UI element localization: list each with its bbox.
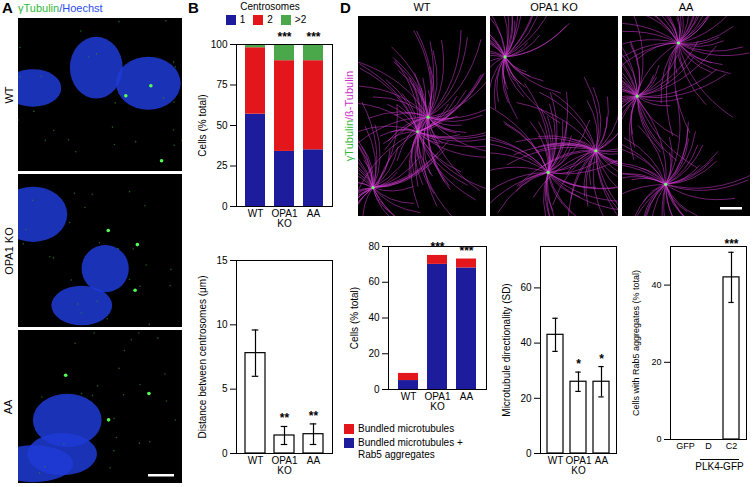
svg-text:AA: AA [307,455,321,466]
html-text:D: D [340,0,351,16]
html-text:A γTubulin /Hoechst: A γTubulin /Hoechst [2,0,103,16]
html-text:>2: >2 [294,14,307,25]
svg-text:20: 20 [368,348,380,359]
svg-text:Cells (% total): Cells (% total) [349,287,360,349]
html-text:γTubulin: γTubulin [343,120,355,162]
html-text:AA: AA [2,399,15,414]
html-text:1: 1 [239,14,246,25]
svg-text:WT: WT [401,391,417,402]
svg-text:***: *** [430,240,444,254]
html-text:WT: WT [2,85,15,104]
svg-text:0: 0 [656,434,661,444]
svg-text:40: 40 [520,337,532,348]
svg-text:0: 0 [222,448,228,459]
svg-text:AA: AA [460,391,474,402]
svg-text:*: * [599,352,604,366]
html-text:C: C [188,239,199,256]
svg-text:C2: C2 [726,441,738,451]
svg-text:20: 20 [651,357,661,367]
svg-text:GFP: GFP [676,441,695,451]
svg-text:OPA1KO: OPA1KO [566,455,592,476]
svg-text:0: 0 [222,201,228,212]
html-text:E: E [340,225,350,242]
svg-text:OPA1KO: OPA1KO [425,391,451,412]
html-text:/ß-Tubulin: /ß-Tubulin [343,70,355,120]
html-text:B: B [188,0,199,16]
svg-text:15: 15 [216,255,228,266]
html-text:2: 2 [267,14,273,25]
html-text:G: G [622,225,634,242]
svg-text:50: 50 [216,120,228,131]
svg-text:Cells with Rab5 aggregates (%: Cells with Rab5 aggregates (% total) [631,270,641,416]
svg-text:OPA1KO: OPA1KO [272,208,298,229]
svg-text:***: *** [277,30,291,44]
svg-text:Distance between centrosomes (: Distance between centrosomes (μm) [197,275,208,438]
svg-text:***: *** [306,30,320,44]
svg-text:25: 25 [216,160,228,171]
svg-text:75: 75 [216,79,228,90]
svg-text:40: 40 [368,312,380,323]
svg-text:0: 0 [526,448,532,459]
svg-text:WT: WT [248,208,264,219]
svg-text:80: 80 [368,241,380,252]
svg-text:D: D [705,441,712,451]
svg-text:5: 5 [222,383,228,394]
svg-text:20: 20 [520,393,532,404]
html-text:Centrosomes: Centrosomes [240,1,300,12]
html-text:Bundled microtubules: Bundled microtubules [358,423,455,434]
svg-text:Cells (% total): Cells (% total) [197,94,208,156]
svg-text:WT: WT [248,455,264,466]
svg-text:AA: AA [595,455,609,466]
svg-text:Microtubule directionality (SD: Microtubule directionality (SD) [501,283,512,416]
html-text:Bundled microtubules + Rab5 ag: Bundled microtubules + Rab5 aggregates [358,437,463,460]
svg-text:**: ** [280,411,290,425]
svg-text:OPA1KO: OPA1KO [272,455,298,476]
svg-text:40: 40 [651,280,661,290]
svg-text:100: 100 [211,39,228,50]
svg-text:AA: AA [307,208,321,219]
html-text:AA: AA [678,1,694,13]
svg-text:***: *** [724,237,738,251]
svg-text:60: 60 [368,276,380,287]
svg-text:0: 0 [374,384,380,395]
svg-text:**: ** [309,409,319,423]
html-text:OPA1 KO: OPA1 KO [530,1,578,13]
html-text:F: F [492,225,502,242]
svg-text:10: 10 [216,319,228,330]
html-text:WT: WT [413,1,431,13]
html-text:OPA1 KO: OPA1 KO [2,226,15,275]
svg-text:*: * [576,357,581,371]
html-text:PLK4-GFP: PLK4-GFP [695,461,744,472]
svg-text:60: 60 [520,282,532,293]
svg-text:WT: WT [548,455,564,466]
